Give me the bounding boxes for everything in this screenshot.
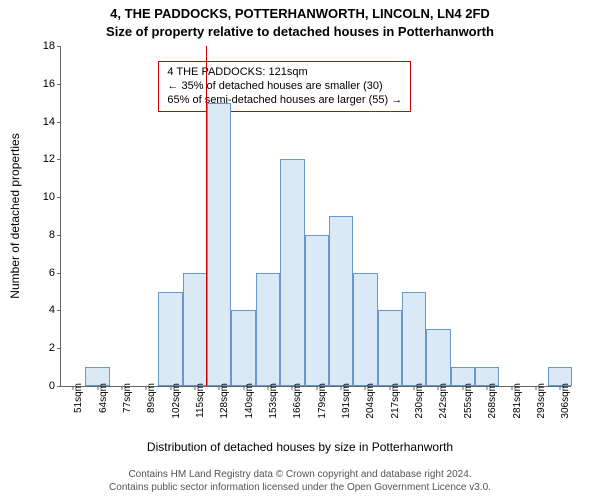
callout-line-2: ← 35% of detached houses are smaller (30…	[167, 80, 402, 94]
x-tick-label: 268sqm	[487, 383, 498, 419]
x-tick-label: 179sqm	[317, 383, 328, 419]
x-tick-label: 51sqm	[73, 383, 84, 413]
x-tick-label: 191sqm	[341, 383, 352, 419]
histogram-bar	[256, 273, 280, 386]
histogram-plot-area: Number of detached properties 4 THE PADD…	[60, 46, 571, 387]
histogram-bar	[329, 216, 353, 386]
histogram-bar	[305, 235, 329, 386]
y-tick-label: 14	[25, 116, 55, 128]
histogram-bar	[402, 292, 426, 386]
x-tick-label: 242sqm	[438, 383, 449, 419]
y-tick-label: 10	[25, 191, 55, 203]
y-tick-mark	[57, 310, 61, 311]
y-tick-label: 8	[25, 229, 55, 241]
y-tick-mark	[57, 197, 61, 198]
x-tick-label: 89sqm	[146, 383, 157, 413]
x-tick-label: 128sqm	[219, 383, 230, 419]
y-tick-mark	[57, 84, 61, 85]
x-tick-label: 166sqm	[292, 383, 303, 419]
y-tick-label: 0	[25, 380, 55, 392]
histogram-bar	[426, 329, 450, 386]
marker-callout: 4 THE PADDOCKS: 121sqm ← 35% of detached…	[158, 61, 411, 112]
y-tick-label: 6	[25, 267, 55, 279]
histogram-bar	[158, 292, 182, 386]
histogram-bar	[207, 103, 231, 386]
x-tick-label: 293sqm	[536, 383, 547, 419]
x-tick-label: 204sqm	[365, 383, 376, 419]
x-tick-label: 230sqm	[414, 383, 425, 419]
y-tick-label: 16	[25, 78, 55, 90]
y-axis-label: Number of detached properties	[8, 133, 22, 298]
x-tick-label: 64sqm	[98, 383, 109, 413]
x-tick-label: 115sqm	[195, 383, 206, 418]
x-axis-label: Distribution of detached houses by size …	[0, 440, 600, 454]
histogram-bar	[353, 273, 377, 386]
histogram-bar	[280, 159, 304, 386]
footer-line-1: Contains HM Land Registry data © Crown c…	[0, 468, 600, 481]
callout-line-3: 65% of semi-detached houses are larger (…	[167, 94, 402, 108]
x-tick-label: 255sqm	[463, 383, 474, 419]
y-tick-mark	[57, 235, 61, 236]
y-tick-label: 12	[25, 153, 55, 165]
callout-line-1: 4 THE PADDOCKS: 121sqm	[167, 66, 402, 80]
x-tick-label: 140sqm	[244, 383, 255, 419]
y-tick-mark	[57, 46, 61, 47]
histogram-bar	[378, 310, 402, 386]
x-tick-label: 217sqm	[390, 383, 401, 419]
x-tick-label: 77sqm	[122, 383, 133, 413]
y-tick-label: 2	[25, 342, 55, 354]
x-tick-label: 281sqm	[512, 383, 523, 419]
y-tick-mark	[57, 159, 61, 160]
y-tick-mark	[57, 386, 61, 387]
footer-attribution: Contains HM Land Registry data © Crown c…	[0, 468, 600, 494]
marker-reference-line	[206, 46, 207, 386]
y-tick-label: 4	[25, 304, 55, 316]
footer-line-2: Contains public sector information licen…	[0, 481, 600, 494]
y-tick-mark	[57, 122, 61, 123]
x-tick-label: 153sqm	[268, 383, 279, 419]
y-tick-label: 18	[25, 40, 55, 52]
y-tick-mark	[57, 348, 61, 349]
chart-title-main: 4, THE PADDOCKS, POTTERHANWORTH, LINCOLN…	[0, 6, 600, 21]
histogram-bar	[183, 273, 207, 386]
chart-title-sub: Size of property relative to detached ho…	[0, 24, 600, 39]
y-tick-mark	[57, 273, 61, 274]
histogram-bar	[231, 310, 255, 386]
x-tick-label: 102sqm	[171, 383, 182, 419]
x-tick-label: 306sqm	[560, 383, 571, 419]
